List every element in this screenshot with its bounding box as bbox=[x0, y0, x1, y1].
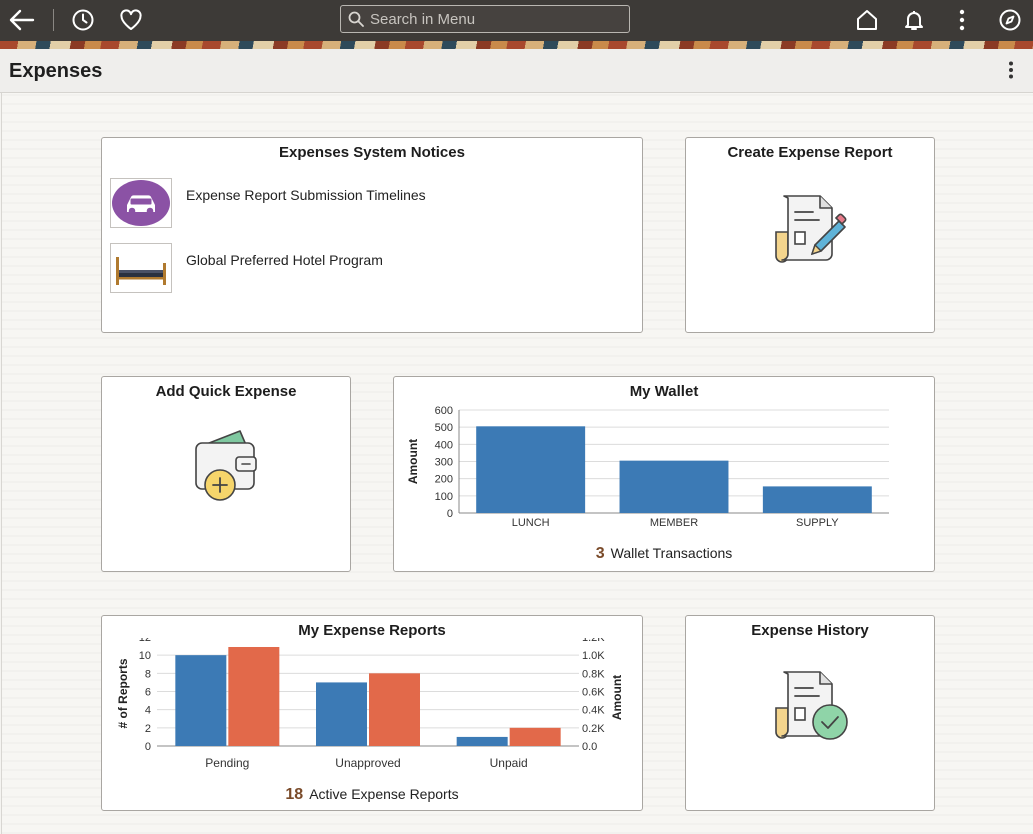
notice-label: Global Preferred Hotel Program bbox=[186, 252, 383, 268]
tile-my-wallet[interactable]: My Wallet 0 100 200 300 400 500 600 LUNCH MEMBER… bbox=[393, 376, 935, 572]
favorites-heart-icon[interactable] bbox=[116, 5, 146, 35]
back-arrow-icon[interactable] bbox=[7, 5, 37, 35]
car-icon bbox=[112, 180, 170, 226]
navigator-compass-icon[interactable] bbox=[995, 5, 1025, 35]
wallet-count-line: 3 Wallet Transactions bbox=[394, 545, 934, 563]
y-right-tick-label: 0.8K bbox=[582, 668, 605, 680]
bar-reports-unapproved bbox=[316, 682, 367, 746]
x-tick-label: Pending bbox=[205, 756, 249, 770]
page-title-bar: Expenses bbox=[0, 49, 1033, 93]
y-right-tick-label: 1.0K bbox=[582, 650, 605, 662]
y-tick-label: 500 bbox=[435, 422, 453, 434]
y-tick-label: 100 bbox=[435, 491, 453, 503]
bar-amount-pending bbox=[228, 646, 280, 746]
tile-title: My Expense Reports bbox=[298, 622, 446, 639]
y-tick-label: 6 bbox=[145, 687, 151, 699]
toolbar-divider bbox=[53, 9, 54, 31]
page-title: Expenses bbox=[9, 60, 103, 82]
tile-add-quick-expense[interactable]: Add Quick Expense bbox=[101, 376, 351, 572]
page-actions-menu-icon[interactable] bbox=[1001, 59, 1021, 81]
y-tick-label: 600 bbox=[435, 405, 453, 417]
tile-title: Add Quick Expense bbox=[155, 383, 297, 400]
document-pencil-icon bbox=[770, 194, 850, 271]
bed-icon bbox=[112, 245, 170, 291]
bar-lunch bbox=[476, 426, 586, 513]
y-tick-label: 10 bbox=[139, 650, 151, 662]
tile-title: Expense History bbox=[751, 622, 869, 639]
y-tick-label: 400 bbox=[435, 439, 453, 451]
notice-item[interactable]: Global Preferred Hotel Program bbox=[110, 242, 383, 294]
bar-member bbox=[619, 460, 729, 513]
search-input[interactable] bbox=[370, 10, 620, 28]
y-tick-label: 2 bbox=[145, 723, 151, 735]
notice-thumbnail bbox=[110, 243, 172, 293]
y-right-tick-label: 1.2K bbox=[582, 638, 605, 644]
x-tick-label: MEMBER bbox=[650, 517, 698, 529]
y-right-tick-label: 0.6K bbox=[582, 687, 605, 699]
y-axis-label: Amount bbox=[406, 439, 420, 484]
wallet-bar-chart: 0 100 200 300 400 500 600 LUNCH MEMBER SUPPLY Amou… bbox=[406, 405, 889, 529]
y-right-tick-label: 0.0 bbox=[582, 741, 597, 753]
top-navigation-bar bbox=[0, 0, 1033, 41]
x-tick-label: SUPPLY bbox=[796, 517, 839, 529]
wallet-count-label: Wallet Transactions bbox=[610, 545, 733, 561]
y-right-axis-label: Amount bbox=[610, 675, 624, 720]
tile-expenses-system-notices[interactable]: Expenses System Notices Expense Report S… bbox=[101, 137, 643, 333]
x-tick-label: Unapproved bbox=[335, 756, 400, 770]
wallet-add-icon bbox=[190, 427, 262, 508]
reports-count-line: 18 Active Expense Reports bbox=[102, 786, 642, 804]
tile-expense-history[interactable]: Expense History bbox=[685, 615, 935, 811]
search-icon bbox=[348, 11, 364, 27]
x-tick-label: LUNCH bbox=[512, 517, 550, 529]
actions-menu-icon[interactable] bbox=[947, 5, 977, 35]
tile-my-expense-reports[interactable]: 0 2 4 6 8 10 12 0.0 0.2K 0.4K 0.6K 0.8K 1.0K 1.2K Pend… bbox=[101, 615, 643, 811]
expense-reports-bar-chart: 0 2 4 6 8 10 12 0.0 0.2K 0.4K 0.6K 0.8K 1.0K 1.2K Pend… bbox=[116, 638, 624, 770]
search-menu-field[interactable] bbox=[340, 5, 630, 33]
tile-title: My Wallet bbox=[629, 383, 699, 400]
home-icon[interactable] bbox=[852, 5, 882, 35]
y-tick-label: 8 bbox=[145, 668, 151, 680]
notice-thumbnail bbox=[110, 178, 172, 228]
notice-item[interactable]: Expense Report Submission Timelines bbox=[110, 177, 426, 229]
y-tick-label: 12 bbox=[139, 638, 151, 644]
homepage-content: Expenses System Notices Expense Report S… bbox=[1, 93, 1033, 834]
document-clock-icon bbox=[772, 670, 852, 749]
tile-create-expense-report[interactable]: Create Expense Report bbox=[685, 137, 935, 333]
notice-label: Expense Report Submission Timelines bbox=[186, 187, 426, 203]
y-right-tick-label: 0.2K bbox=[582, 723, 605, 735]
history-icon[interactable] bbox=[68, 5, 98, 35]
tile-title: Create Expense Report bbox=[727, 144, 893, 161]
tile-title: Expenses System Notices bbox=[279, 144, 465, 161]
bar-amount-unapproved bbox=[369, 673, 420, 746]
y-tick-label: 4 bbox=[145, 705, 151, 717]
bar-supply bbox=[762, 486, 872, 513]
bar-reports-pending bbox=[175, 655, 227, 746]
y-axis-label: # of Reports bbox=[116, 658, 130, 728]
y-tick-label: 0 bbox=[447, 508, 453, 520]
y-right-tick-label: 0.4K bbox=[582, 705, 605, 717]
wallet-transaction-count: 3 bbox=[595, 545, 605, 562]
x-tick-label: Unpaid bbox=[490, 756, 528, 770]
y-tick-label: 200 bbox=[435, 474, 453, 486]
bar-amount-unpaid bbox=[509, 727, 561, 746]
header-banner bbox=[0, 41, 1033, 49]
active-report-count: 18 bbox=[285, 786, 304, 803]
reports-count-label: Active Expense Reports bbox=[309, 786, 459, 802]
bar-reports-unpaid bbox=[456, 736, 508, 746]
y-tick-label: 0 bbox=[145, 741, 151, 753]
notifications-bell-icon[interactable] bbox=[899, 5, 929, 35]
y-tick-label: 300 bbox=[435, 457, 453, 469]
